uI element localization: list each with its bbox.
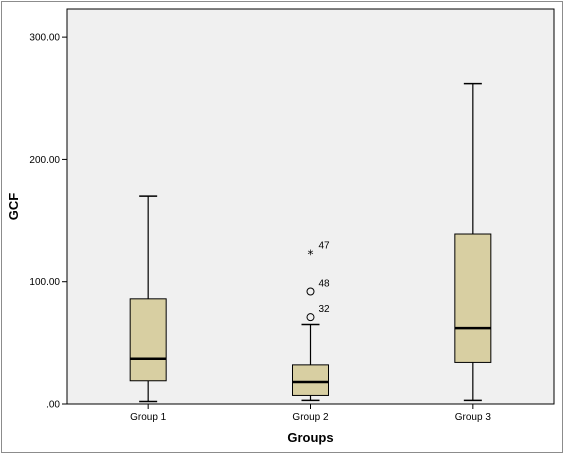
outlier-label: 32 xyxy=(319,304,331,315)
y-tick-label: 200.00 xyxy=(29,155,60,166)
extreme-outlier-marker: * xyxy=(308,248,314,262)
x-tick-label: Group 2 xyxy=(292,412,329,423)
iqr-box xyxy=(129,298,167,382)
y-tick-label: .00 xyxy=(46,400,60,411)
x-tick-label: Group 1 xyxy=(130,412,167,423)
box-3 xyxy=(454,82,492,402)
x-tick-label: Group 3 xyxy=(455,412,492,423)
outlier-label: 48 xyxy=(319,278,331,289)
iqr-box xyxy=(454,233,492,363)
x-axis-title: Groups xyxy=(287,430,333,445)
y-axis-title: GCF xyxy=(6,193,21,221)
outlier-marker xyxy=(306,287,315,296)
box-1 xyxy=(129,195,167,403)
box-2: 32 48 * 47 xyxy=(292,241,331,402)
y-tick-label: 100.00 xyxy=(29,277,60,288)
outlier-label: 47 xyxy=(319,241,331,252)
iqr-box xyxy=(292,364,329,396)
outlier-marker xyxy=(306,313,315,322)
y-tick-label: 300.00 xyxy=(29,33,60,44)
